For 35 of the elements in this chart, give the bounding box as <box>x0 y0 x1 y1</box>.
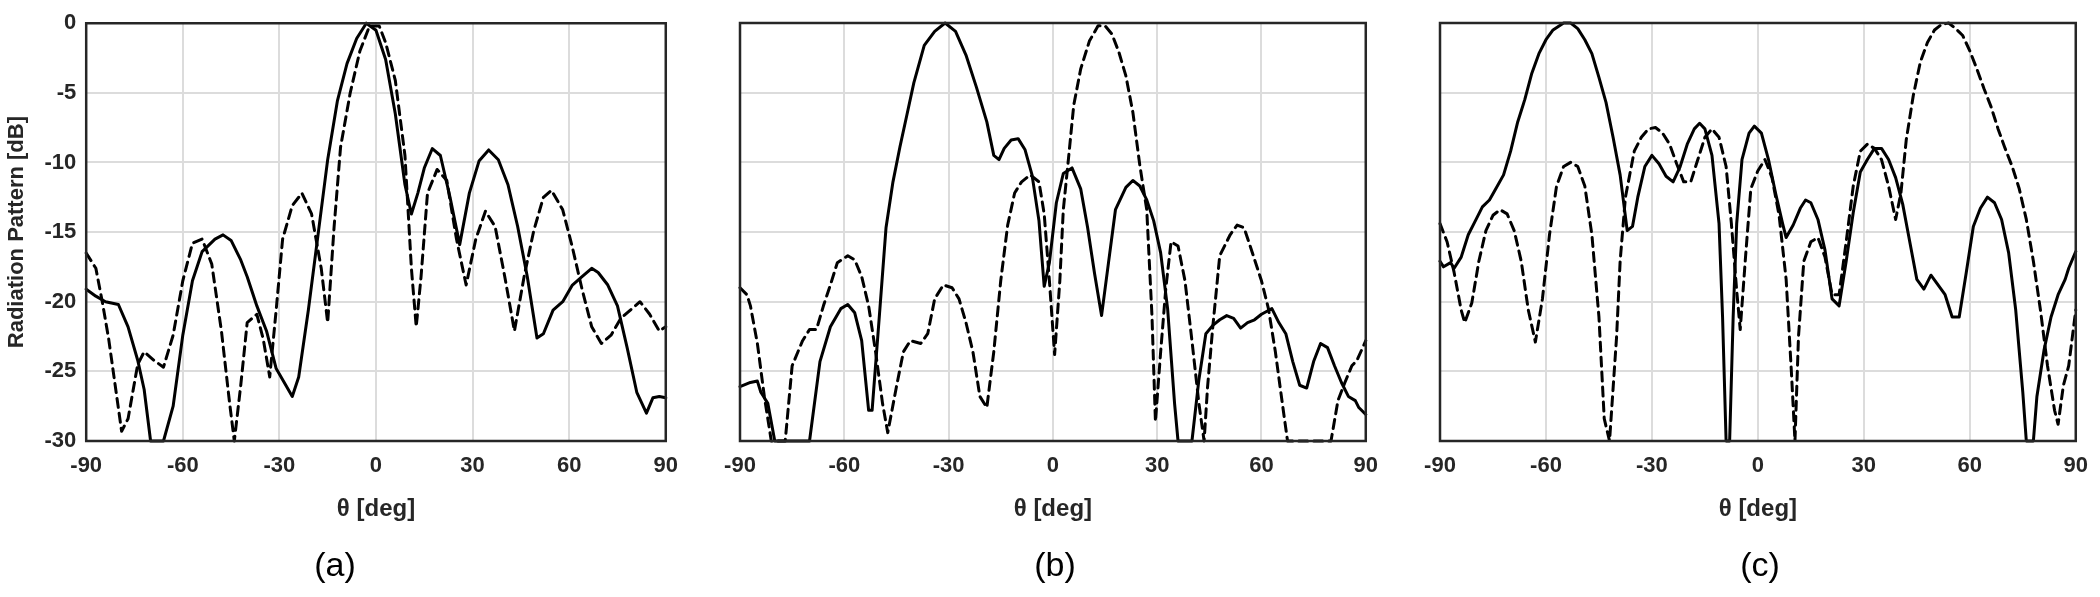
x-tick-label: 0 <box>369 452 383 478</box>
x-tick-label: 60 <box>1957 452 1983 478</box>
x-axis-title: θ [deg] <box>1013 494 1093 522</box>
x-tick-label: 0 <box>1046 452 1060 478</box>
x-tick-label: -60 <box>1530 452 1562 478</box>
y-tick-label: -20 <box>44 287 77 313</box>
y-tick-label: -10 <box>44 148 77 174</box>
x-tick-label: -90 <box>70 452 103 478</box>
x-tick-label: 60 <box>1249 452 1274 478</box>
text: (a) <box>314 544 356 583</box>
y-tick-label: -30 <box>44 427 77 453</box>
x-tick-label: 90 <box>2063 452 2089 478</box>
x-tick-label: 90 <box>1353 452 1379 478</box>
y-tick-label: 0 <box>63 9 77 35</box>
x-tick-label: 0 <box>1751 452 1765 478</box>
x-tick-label: -30 <box>1636 452 1668 478</box>
x-tick-label: 90 <box>653 452 679 478</box>
x-tick-label: -60 <box>166 452 199 478</box>
x-tick-label: 30 <box>1144 452 1170 478</box>
x-tick-label: -90 <box>1424 452 1456 478</box>
x-tick-label: -30 <box>263 452 296 478</box>
x-axis-title: θ [deg] <box>1718 494 1798 522</box>
x-tick-label: 30 <box>1851 452 1877 478</box>
y-tick-label: -15 <box>44 218 77 244</box>
x-tick-label: 30 <box>460 452 485 478</box>
x-axis-title: θ [deg] <box>336 494 416 522</box>
y-tick-label: -25 <box>44 357 77 383</box>
y-axis-title: Radiation Pattern [dB] <box>3 115 29 349</box>
text: (b) <box>1034 544 1076 583</box>
x-tick-label: -30 <box>932 452 965 478</box>
y-tick-label: -5 <box>56 78 77 104</box>
x-tick-label: -90 <box>724 452 756 478</box>
text: (c) <box>1740 544 1780 583</box>
x-tick-label: 60 <box>556 452 582 478</box>
x-tick-label: -60 <box>828 452 861 478</box>
